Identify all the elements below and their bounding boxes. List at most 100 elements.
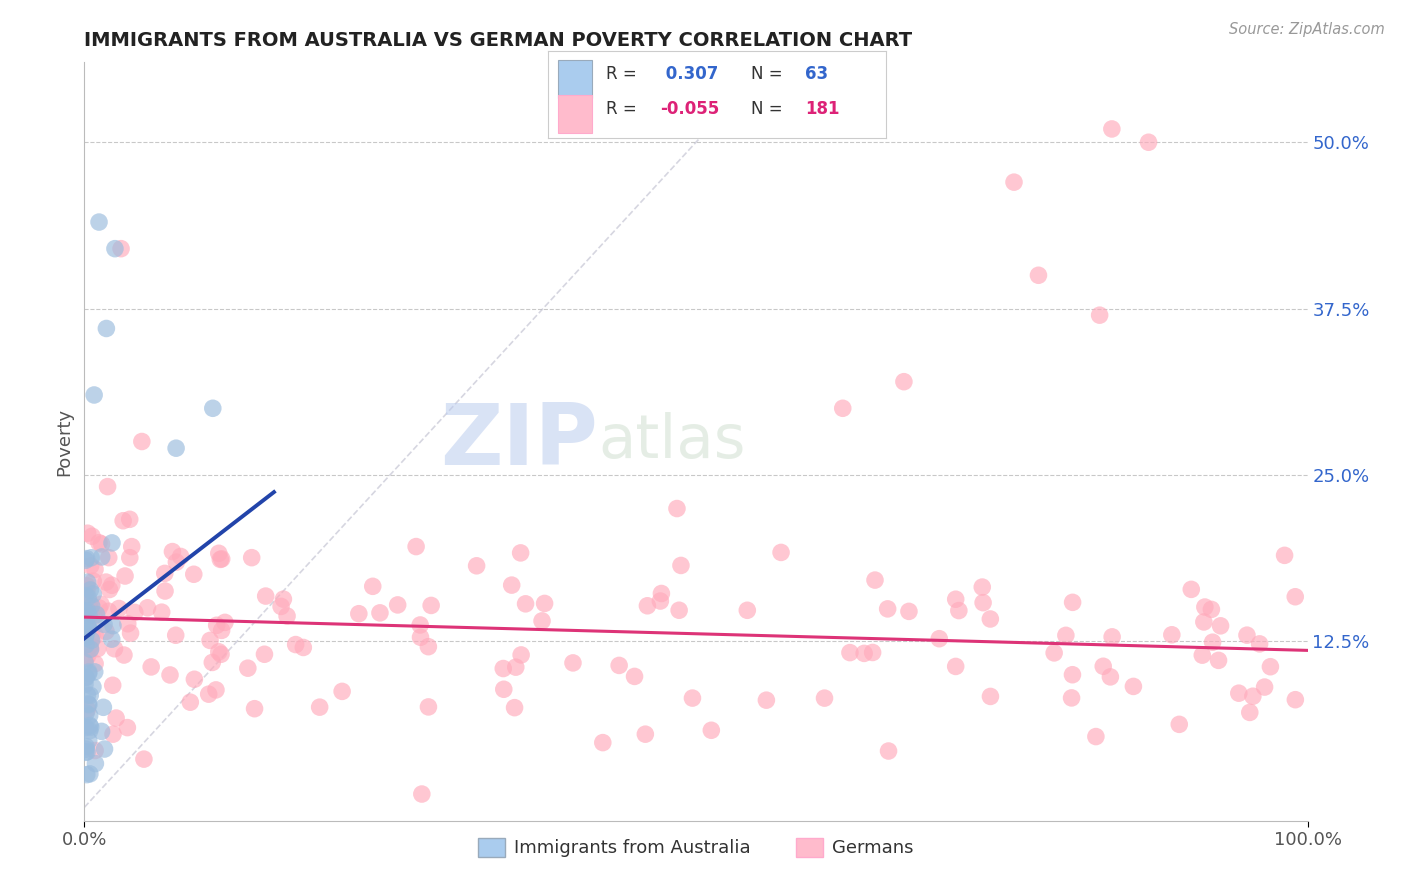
Point xyxy=(607,658,630,673)
Point xyxy=(75,745,97,759)
Point xyxy=(945,659,967,673)
Point xyxy=(201,401,224,416)
Point xyxy=(82,587,104,601)
Point xyxy=(1028,268,1050,283)
Text: 181: 181 xyxy=(804,101,839,119)
Point xyxy=(77,622,100,636)
Point xyxy=(101,536,124,550)
Point xyxy=(75,706,97,721)
Point xyxy=(77,599,100,613)
Point xyxy=(77,665,100,679)
Point xyxy=(165,628,187,642)
Point xyxy=(420,599,443,613)
Point xyxy=(1160,628,1182,642)
Point xyxy=(101,578,124,592)
Point xyxy=(839,646,862,660)
Point xyxy=(90,597,112,611)
Point xyxy=(211,552,233,566)
Point xyxy=(117,721,139,735)
Point xyxy=(533,596,555,610)
Point xyxy=(79,723,101,738)
Point xyxy=(79,639,101,653)
Point xyxy=(682,691,704,706)
Point xyxy=(418,699,440,714)
Point xyxy=(1043,646,1066,660)
Point xyxy=(82,574,104,589)
Text: R =: R = xyxy=(606,101,637,119)
Point xyxy=(101,678,124,692)
Point xyxy=(1060,690,1083,705)
Point xyxy=(76,621,98,635)
Point xyxy=(80,604,103,618)
Point xyxy=(198,633,221,648)
Point xyxy=(84,562,107,576)
Point xyxy=(1239,706,1261,720)
Point xyxy=(1208,653,1230,667)
Point xyxy=(284,638,307,652)
Point xyxy=(80,529,103,543)
Point xyxy=(214,615,236,630)
Point xyxy=(1227,686,1250,700)
Point xyxy=(240,550,263,565)
Point xyxy=(650,586,672,600)
Point xyxy=(84,743,107,757)
Point xyxy=(77,666,100,681)
Point xyxy=(1236,628,1258,642)
Point xyxy=(98,582,121,597)
Point xyxy=(387,598,409,612)
Point xyxy=(409,630,432,644)
Point xyxy=(208,645,231,659)
Point xyxy=(211,624,233,638)
Point xyxy=(465,558,488,573)
Text: -0.055: -0.055 xyxy=(659,101,718,119)
Point xyxy=(117,616,139,631)
Text: Source: ZipAtlas.com: Source: ZipAtlas.com xyxy=(1229,22,1385,37)
Point xyxy=(1191,648,1213,662)
Point xyxy=(853,646,876,660)
Text: N =: N = xyxy=(751,101,782,119)
Point xyxy=(159,668,181,682)
Point xyxy=(948,603,970,617)
Point xyxy=(90,537,112,551)
Point xyxy=(108,601,131,615)
Point xyxy=(650,594,672,608)
Point xyxy=(273,592,295,607)
Point xyxy=(80,599,103,613)
Point xyxy=(813,691,835,706)
Point xyxy=(75,671,97,685)
Point xyxy=(79,558,101,573)
Point xyxy=(79,595,101,609)
Point xyxy=(80,607,103,621)
Point xyxy=(132,752,155,766)
Point xyxy=(492,661,515,675)
Point xyxy=(209,647,232,661)
Point xyxy=(1054,628,1077,642)
Point xyxy=(76,745,98,759)
Point xyxy=(368,606,391,620)
Point xyxy=(755,693,778,707)
Point xyxy=(972,596,994,610)
Point xyxy=(1201,635,1223,649)
Point xyxy=(292,640,315,655)
Point xyxy=(84,657,107,671)
Point xyxy=(669,558,692,573)
Point xyxy=(197,687,219,701)
Point xyxy=(79,718,101,732)
Point xyxy=(75,742,97,756)
Point xyxy=(87,535,110,549)
Point xyxy=(77,733,100,747)
Point xyxy=(76,526,98,541)
Point xyxy=(96,321,118,335)
Text: N =: N = xyxy=(751,65,782,84)
Point xyxy=(104,242,127,256)
Point xyxy=(1260,659,1282,673)
Point xyxy=(183,673,205,687)
Point xyxy=(76,575,98,590)
Point xyxy=(893,375,915,389)
Point xyxy=(141,660,163,674)
Point xyxy=(79,708,101,723)
FancyBboxPatch shape xyxy=(558,95,592,133)
Point xyxy=(76,602,98,616)
Point xyxy=(153,566,176,581)
Point xyxy=(876,602,898,616)
